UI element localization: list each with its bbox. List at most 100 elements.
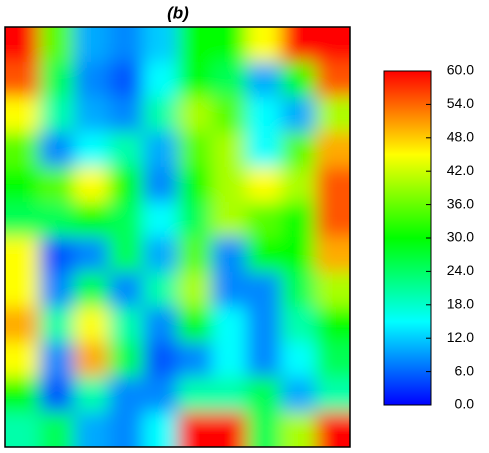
heat-cell [212, 132, 247, 168]
heat-cell [39, 202, 75, 238]
colorbar-tick-label: 48.0 [447, 129, 474, 145]
heatmap-cells [5, 27, 350, 447]
colorbar-tick-label: 24.0 [447, 262, 474, 278]
heat-cell [5, 307, 40, 343]
heat-cell [108, 167, 144, 203]
chart-title: (b) [167, 3, 189, 22]
heat-cell [5, 167, 40, 203]
heat-cell [315, 412, 350, 447]
heat-cell [143, 412, 178, 447]
heat-cell [143, 377, 178, 413]
heat-cell [5, 342, 40, 378]
heat-cell [315, 342, 350, 378]
heat-cell [74, 307, 109, 343]
heat-cell [212, 62, 247, 98]
colorbar-tick-label: 12.0 [447, 329, 474, 345]
heat-cell [143, 97, 178, 133]
heat-cell [177, 412, 213, 447]
heat-cell [177, 342, 213, 378]
heat-cell [281, 237, 316, 273]
colorbar-tick-label: 54.0 [447, 95, 474, 111]
colorbar-tick-label: 42.0 [447, 162, 474, 178]
heat-cell [5, 237, 40, 273]
heat-cell [108, 62, 144, 98]
heat-cell [246, 272, 282, 308]
heat-cell [5, 272, 40, 308]
heat-cell [143, 307, 178, 343]
heat-cell [315, 202, 350, 238]
heat-cell [315, 132, 350, 168]
colorbar-tick-label: 6.0 [455, 362, 475, 378]
heat-cell [74, 27, 109, 63]
heat-cell [74, 342, 109, 378]
heat-cell [177, 97, 213, 133]
heat-cell [281, 27, 316, 63]
heat-cell [177, 237, 213, 273]
colorbar-tick-label: 36.0 [447, 195, 474, 211]
heat-cell [143, 237, 178, 273]
heat-cell [246, 377, 282, 413]
heat-cell [315, 272, 350, 308]
colorbar-tick-label: 0.0 [455, 396, 475, 412]
heat-cell [246, 62, 282, 98]
heat-cell [212, 202, 247, 238]
heat-cell [74, 167, 109, 203]
heat-cell [5, 202, 40, 238]
heat-cell [108, 237, 144, 273]
heat-cell [108, 307, 144, 343]
heat-cell [39, 342, 75, 378]
heat-cell [246, 342, 282, 378]
colorbar-tick-label: 30.0 [447, 229, 474, 245]
heat-cell [212, 377, 247, 413]
heat-cell [246, 202, 282, 238]
heat-cell [315, 97, 350, 133]
heat-cell [315, 377, 350, 413]
heat-cell [246, 412, 282, 447]
colorbar-tick-label: 18.0 [447, 296, 474, 312]
heat-cell [108, 132, 144, 168]
heat-cell [74, 202, 109, 238]
heat-cell [143, 342, 178, 378]
heat-cell [315, 167, 350, 203]
heat-cell [108, 342, 144, 378]
heat-cell [39, 132, 75, 168]
heat-cell [281, 377, 316, 413]
heat-cell [246, 167, 282, 203]
heat-cell [143, 167, 178, 203]
heat-cell [74, 97, 109, 133]
heat-cell [5, 97, 40, 133]
heat-cell [108, 97, 144, 133]
heat-cell [281, 412, 316, 447]
heat-cell [212, 412, 247, 447]
heat-cell [39, 272, 75, 308]
heat-cell [315, 237, 350, 273]
heat-cell [177, 307, 213, 343]
heat-cell [177, 272, 213, 308]
heat-cell [5, 132, 40, 168]
heat-cell [39, 412, 75, 447]
heat-cell [143, 27, 178, 63]
heat-cell [212, 272, 247, 308]
heat-cell [108, 272, 144, 308]
heat-cell [39, 97, 75, 133]
heatmap [5, 27, 350, 447]
heat-cell [281, 97, 316, 133]
heat-cell [212, 27, 247, 63]
heat-cell [39, 62, 75, 98]
heat-cell [281, 132, 316, 168]
plot-frame [4, 26, 351, 448]
heat-cell [39, 237, 75, 273]
heat-cell [108, 27, 144, 63]
heat-cell [177, 167, 213, 203]
heat-cell [177, 202, 213, 238]
heat-cell [143, 272, 178, 308]
heat-cell [39, 27, 75, 63]
heat-cell [281, 272, 316, 308]
heat-cell [5, 27, 40, 63]
heat-cell [74, 412, 109, 447]
heat-cell [212, 307, 247, 343]
heat-cell [39, 307, 75, 343]
heat-cell [281, 202, 316, 238]
heat-cell [177, 132, 213, 168]
